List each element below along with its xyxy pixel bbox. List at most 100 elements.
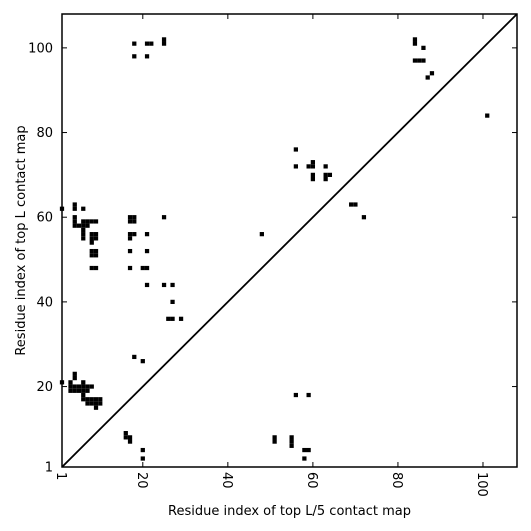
contact-point-upper <box>89 248 94 254</box>
contact-point-upper <box>81 380 86 385</box>
contact-point-upper <box>68 384 73 389</box>
contact-point-upper <box>140 359 145 364</box>
contact-point-upper <box>417 58 422 63</box>
contact-point-upper <box>170 299 175 304</box>
contact-point-upper <box>327 172 333 177</box>
contact-point-upper <box>76 384 82 389</box>
contact-point-lower <box>127 435 133 440</box>
contact-point-lower <box>306 447 311 453</box>
contact-point-lower <box>140 447 145 453</box>
contact-point-upper <box>132 41 137 46</box>
contact-point-upper <box>76 223 82 228</box>
contact-point-lower <box>272 435 277 440</box>
contact-point-upper <box>98 401 103 406</box>
contact-point-upper <box>132 215 137 220</box>
contact-point-lower <box>289 435 294 440</box>
contact-point-upper <box>310 177 316 182</box>
contact-point-upper <box>349 202 354 207</box>
contact-point-upper <box>140 265 145 271</box>
x-tick-label: 60 <box>304 472 319 489</box>
contact-point-upper <box>259 232 264 237</box>
contact-point-upper <box>93 236 99 241</box>
contact-point-lower <box>123 435 128 440</box>
contact-point-upper <box>323 164 328 169</box>
x-tick-label: 80 <box>389 472 404 489</box>
contact-point-upper <box>132 54 137 59</box>
contact-point-upper <box>89 219 94 224</box>
contact-point-upper <box>132 232 137 237</box>
contact-point-upper <box>425 75 430 80</box>
contact-point-upper <box>93 219 99 224</box>
contact-point-upper <box>81 232 86 237</box>
contact-point-upper <box>72 371 77 376</box>
contact-point-upper <box>72 206 77 211</box>
lower-right-points <box>123 392 311 461</box>
contact-point-upper <box>293 164 298 169</box>
contact-point-upper <box>93 397 99 402</box>
contact-point-upper <box>127 236 133 241</box>
contact-point-upper <box>353 202 358 207</box>
contact-point-lower <box>272 439 277 444</box>
contact-point-upper <box>412 58 418 63</box>
contact-point-upper <box>81 227 86 233</box>
contact-point-upper <box>85 388 90 393</box>
contact-point-upper <box>93 248 99 254</box>
contact-point-lower <box>302 456 307 461</box>
contact-point-upper <box>93 232 99 237</box>
contact-point-upper <box>161 215 167 220</box>
contact-point-upper <box>72 219 77 224</box>
contact-point-upper <box>89 401 94 406</box>
contact-point-upper <box>68 388 73 393</box>
contact-point-upper <box>421 58 426 63</box>
contact-point-upper <box>323 177 328 182</box>
contact-point-upper <box>81 384 86 389</box>
contact-point-upper <box>161 37 167 42</box>
contact-point-upper <box>93 253 99 258</box>
contact-point-lower <box>293 392 298 398</box>
contact-point-upper <box>72 388 77 393</box>
contact-point-upper <box>132 219 137 224</box>
contact-point-lower <box>306 392 311 398</box>
contact-point-upper <box>166 316 171 321</box>
contact-point-upper <box>81 236 86 241</box>
contact-point-upper <box>361 215 367 220</box>
y-tick-label: 80 <box>36 126 53 141</box>
contact-point-upper <box>149 41 154 46</box>
contact-point-upper <box>421 45 426 50</box>
contact-point-upper <box>81 388 86 393</box>
contact-point-upper <box>93 405 99 410</box>
contact-point-upper <box>81 392 86 398</box>
contact-point-upper <box>144 282 150 288</box>
contact-point-upper <box>68 380 73 385</box>
y-tick-label: 40 <box>36 295 53 310</box>
contact-point-upper <box>323 172 328 177</box>
contact-point-upper <box>178 316 184 321</box>
y-tick-label: 1 <box>45 461 53 476</box>
contact-point-upper <box>132 354 137 360</box>
x-axis-ticks: 1 20 40 60 80 100 <box>53 14 489 497</box>
contact-point-upper <box>89 240 94 245</box>
contact-point-upper <box>310 172 316 177</box>
contact-point-upper <box>93 401 99 406</box>
contact-point-upper <box>89 253 94 258</box>
x-axis-label: Residue index of top L/5 contact map <box>168 504 411 519</box>
contact-point-upper <box>412 41 418 46</box>
contact-point-upper <box>85 384 90 389</box>
contact-point-upper <box>85 397 90 402</box>
y-axis-label: Residue index of top L contact map <box>14 125 29 355</box>
contact-point-lower <box>140 456 145 461</box>
upper-left-points <box>59 37 490 410</box>
contact-point-upper <box>293 147 298 152</box>
y-tick-label: 60 <box>36 211 53 226</box>
contact-point-upper <box>85 401 90 406</box>
contact-point-upper <box>89 384 94 389</box>
contact-point-upper <box>89 236 94 241</box>
contact-point-upper <box>144 54 150 59</box>
contact-point-upper <box>429 71 435 76</box>
contact-point-upper <box>161 41 167 46</box>
contact-point-lower <box>289 443 294 448</box>
contact-point-lower <box>127 439 133 444</box>
contact-point-upper <box>72 215 77 220</box>
contact-point-lower <box>289 439 294 444</box>
